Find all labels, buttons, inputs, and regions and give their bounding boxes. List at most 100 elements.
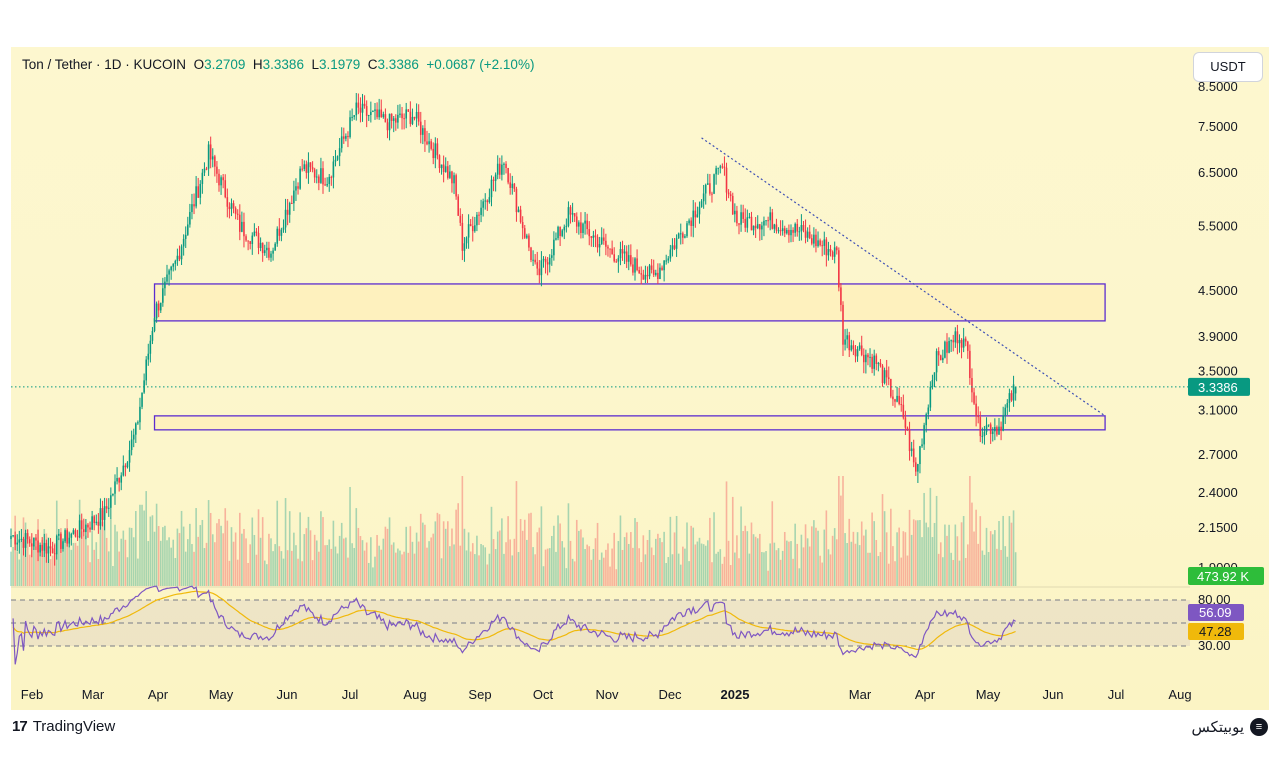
volume-bar <box>605 549 607 586</box>
volume-bar <box>711 562 713 586</box>
candle-body <box>794 223 796 233</box>
volume-bar <box>827 549 830 586</box>
candle-body <box>964 338 967 342</box>
candle-body <box>669 249 672 259</box>
candle-body <box>307 162 310 173</box>
volume-bar <box>854 543 857 586</box>
volume-bar <box>586 544 588 586</box>
volume-bar <box>428 541 430 586</box>
volume-bar <box>247 562 249 586</box>
volume-bar <box>432 533 435 586</box>
candle-body <box>24 533 27 548</box>
rsi-pane: 80.00 30.00 56.09 47.28 <box>11 585 1244 665</box>
candle-body <box>586 220 588 230</box>
volume-bar <box>806 538 809 586</box>
candle-body <box>509 182 511 188</box>
candle-body <box>939 355 942 361</box>
volume-bar <box>786 540 788 586</box>
candle-body <box>567 207 570 226</box>
volume-bar <box>642 535 645 586</box>
candle-body <box>76 536 79 538</box>
symbol-label: Ton / Tether · 1D · KUCOIN <box>22 57 187 72</box>
volume-bar <box>991 534 994 586</box>
volume-bar <box>561 541 563 586</box>
volume-bar <box>403 551 405 586</box>
last-price-label: 3.3386 <box>1198 380 1238 395</box>
candle-body <box>775 224 778 231</box>
volume-bar <box>634 518 636 586</box>
volume-bar <box>842 476 844 586</box>
volume-bar <box>49 559 52 586</box>
candle-body <box>1014 386 1017 394</box>
candle-body <box>457 196 459 216</box>
candle-body <box>906 427 909 430</box>
candle-body <box>426 141 428 145</box>
volume-bar <box>126 557 129 586</box>
candle-body <box>917 464 919 472</box>
candle-body <box>994 427 996 432</box>
candle-body <box>114 481 116 494</box>
volume-bar <box>78 499 81 586</box>
volume-bar <box>253 534 256 586</box>
open-value: 3.2709 <box>204 57 246 72</box>
volume-bar <box>417 541 420 586</box>
volume-bar <box>719 549 722 586</box>
candle-body <box>742 212 744 219</box>
candle-body <box>89 527 91 530</box>
candle-body <box>625 251 628 262</box>
volume-bar <box>415 532 418 586</box>
volume-bar <box>345 537 347 586</box>
volume-bar <box>405 526 407 586</box>
volume-bar <box>118 551 120 586</box>
candle-body <box>523 228 526 238</box>
candle-body <box>1000 426 1002 431</box>
volume-bar <box>783 531 786 586</box>
volume-bar <box>313 534 316 586</box>
volume-bar <box>738 558 740 586</box>
volume-bar <box>201 519 204 586</box>
candle-body <box>890 379 892 397</box>
volume-bar <box>528 513 530 586</box>
candle-body <box>969 350 971 379</box>
candle-body <box>698 206 701 215</box>
volume-bar <box>734 552 736 586</box>
volume-bar <box>170 547 172 586</box>
tradingview-branding[interactable]: 17 TradingView <box>12 718 115 735</box>
volume-bar <box>426 547 428 586</box>
time-tick-label: Apr <box>915 687 936 702</box>
volume-bar <box>661 542 663 586</box>
volume-bar <box>89 562 91 586</box>
price-tick-label: 4.5000 <box>1198 283 1238 298</box>
volume-bar <box>336 553 339 586</box>
candle-body <box>663 260 665 271</box>
volume-bar <box>272 551 274 586</box>
candle-body <box>675 238 678 249</box>
candle-body <box>646 274 649 277</box>
volume-bar <box>180 510 183 586</box>
volume-bar <box>241 533 243 586</box>
volume-bar <box>544 549 547 586</box>
volume-bar <box>781 550 784 586</box>
candle-body <box>228 206 231 210</box>
candle-body <box>320 168 322 183</box>
candle-body <box>767 220 769 222</box>
candle-body <box>259 242 262 249</box>
volume-bar <box>690 525 692 586</box>
volume-bar <box>76 545 79 586</box>
price-tick-label: 5.5000 <box>1198 219 1238 234</box>
candle-body <box>399 113 401 115</box>
candle-body <box>203 168 206 173</box>
volume-bar <box>632 547 634 586</box>
rsi-ma-line <box>12 590 1016 651</box>
price-tick-label: 7.5000 <box>1198 119 1238 134</box>
currency-button[interactable]: USDT <box>1193 52 1263 82</box>
volume-bar <box>767 570 769 586</box>
candle-body <box>942 357 944 361</box>
candle-body <box>347 135 349 138</box>
tradingview-label: TradingView <box>32 718 116 735</box>
volume-bar <box>355 508 358 586</box>
candle-body <box>274 243 276 251</box>
candle-body <box>707 183 709 185</box>
candle-body <box>345 135 347 139</box>
